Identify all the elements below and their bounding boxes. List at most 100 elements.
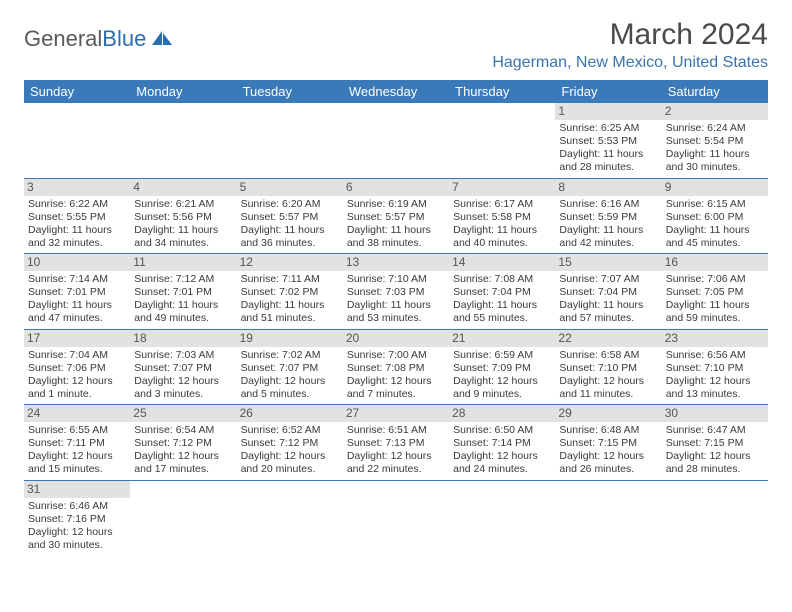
day-cell: 19Sunrise: 7:02 AMSunset: 7:07 PMDayligh… bbox=[237, 330, 343, 406]
day-info-line: Sunrise: 7:00 AM bbox=[347, 349, 445, 362]
day-of-week-header: Sunday Monday Tuesday Wednesday Thursday… bbox=[24, 80, 768, 103]
calendar-grid: Sunday Monday Tuesday Wednesday Thursday… bbox=[24, 80, 768, 555]
day-info-line: Sunset: 7:03 PM bbox=[347, 286, 445, 299]
day-cell: 6Sunrise: 6:19 AMSunset: 5:57 PMDaylight… bbox=[343, 179, 449, 255]
day-info-line: Sunset: 7:10 PM bbox=[666, 362, 764, 375]
day-info-line: Sunset: 7:06 PM bbox=[28, 362, 126, 375]
day-cell: 14Sunrise: 7:08 AMSunset: 7:04 PMDayligh… bbox=[449, 254, 555, 330]
day-cell: 2Sunrise: 6:24 AMSunset: 5:54 PMDaylight… bbox=[662, 103, 768, 179]
day-info-line: Sunrise: 7:04 AM bbox=[28, 349, 126, 362]
day-number: 3 bbox=[24, 179, 130, 196]
day-cell bbox=[130, 481, 236, 556]
day-info-line: and 49 minutes. bbox=[134, 312, 232, 325]
day-info-line: Sunrise: 6:47 AM bbox=[666, 424, 764, 437]
day-info-line: Daylight: 11 hours bbox=[666, 224, 764, 237]
day-info-line: and 13 minutes. bbox=[666, 388, 764, 401]
day-number: 13 bbox=[343, 254, 449, 271]
day-number: 31 bbox=[24, 481, 130, 498]
day-info-line: Sunrise: 6:15 AM bbox=[666, 198, 764, 211]
day-cell: 8Sunrise: 6:16 AMSunset: 5:59 PMDaylight… bbox=[555, 179, 661, 255]
day-cell: 23Sunrise: 6:56 AMSunset: 7:10 PMDayligh… bbox=[662, 330, 768, 406]
day-info-line: Sunrise: 6:54 AM bbox=[134, 424, 232, 437]
day-info-line: Sunrise: 7:02 AM bbox=[241, 349, 339, 362]
day-cell: 21Sunrise: 6:59 AMSunset: 7:09 PMDayligh… bbox=[449, 330, 555, 406]
day-cell: 29Sunrise: 6:48 AMSunset: 7:15 PMDayligh… bbox=[555, 405, 661, 481]
day-info-line: and 53 minutes. bbox=[347, 312, 445, 325]
day-info-line: Daylight: 12 hours bbox=[453, 375, 551, 388]
day-cell bbox=[343, 481, 449, 556]
day-info-line: Sunset: 7:02 PM bbox=[241, 286, 339, 299]
day-info-line: Daylight: 11 hours bbox=[559, 224, 657, 237]
day-info-line: and 40 minutes. bbox=[453, 237, 551, 250]
day-info-line: Sunset: 5:58 PM bbox=[453, 211, 551, 224]
day-cell: 31Sunrise: 6:46 AMSunset: 7:16 PMDayligh… bbox=[24, 481, 130, 556]
day-cell: 15Sunrise: 7:07 AMSunset: 7:04 PMDayligh… bbox=[555, 254, 661, 330]
day-number: 6 bbox=[343, 179, 449, 196]
day-info-line: Sunrise: 6:21 AM bbox=[134, 198, 232, 211]
dow-cell: Friday bbox=[555, 80, 661, 103]
day-info-line: Daylight: 12 hours bbox=[559, 375, 657, 388]
day-number: 28 bbox=[449, 405, 555, 422]
day-number: 10 bbox=[24, 254, 130, 271]
day-cell bbox=[237, 103, 343, 179]
day-info-line: Daylight: 12 hours bbox=[347, 375, 445, 388]
day-number: 7 bbox=[449, 179, 555, 196]
day-info-line: and 42 minutes. bbox=[559, 237, 657, 250]
day-info-line: Sunrise: 6:22 AM bbox=[28, 198, 126, 211]
day-info-line: Sunset: 7:05 PM bbox=[666, 286, 764, 299]
day-info-line: Sunset: 5:57 PM bbox=[347, 211, 445, 224]
day-number: 9 bbox=[662, 179, 768, 196]
day-info-line: Sunrise: 6:51 AM bbox=[347, 424, 445, 437]
day-info-line: Daylight: 12 hours bbox=[241, 450, 339, 463]
day-info-line: Sunset: 5:57 PM bbox=[241, 211, 339, 224]
day-info-line: Daylight: 11 hours bbox=[134, 224, 232, 237]
day-cell: 16Sunrise: 7:06 AMSunset: 7:05 PMDayligh… bbox=[662, 254, 768, 330]
day-info-line: and 15 minutes. bbox=[28, 463, 126, 476]
day-info-line: Daylight: 11 hours bbox=[666, 299, 764, 312]
day-info-line: Sunset: 7:13 PM bbox=[347, 437, 445, 450]
day-info-line: Sunset: 5:59 PM bbox=[559, 211, 657, 224]
day-cell: 20Sunrise: 7:00 AMSunset: 7:08 PMDayligh… bbox=[343, 330, 449, 406]
day-info-line: and 3 minutes. bbox=[134, 388, 232, 401]
day-info-line: Sunset: 7:09 PM bbox=[453, 362, 551, 375]
day-info-line: and 5 minutes. bbox=[241, 388, 339, 401]
day-cell: 27Sunrise: 6:51 AMSunset: 7:13 PMDayligh… bbox=[343, 405, 449, 481]
week-row: 1Sunrise: 6:25 AMSunset: 5:53 PMDaylight… bbox=[24, 103, 768, 179]
day-info-line: Sunset: 7:07 PM bbox=[134, 362, 232, 375]
day-info-line: Sunset: 7:04 PM bbox=[559, 286, 657, 299]
day-number: 24 bbox=[24, 405, 130, 422]
day-info-line: and 9 minutes. bbox=[453, 388, 551, 401]
day-info-line: Daylight: 11 hours bbox=[241, 299, 339, 312]
day-number: 2 bbox=[662, 103, 768, 120]
day-info-line: Daylight: 12 hours bbox=[134, 375, 232, 388]
day-info-line: Sunrise: 6:56 AM bbox=[666, 349, 764, 362]
day-info-line: Sunset: 7:04 PM bbox=[453, 286, 551, 299]
day-number: 19 bbox=[237, 330, 343, 347]
day-info-line: Sunrise: 7:03 AM bbox=[134, 349, 232, 362]
day-info-line: Sunrise: 6:19 AM bbox=[347, 198, 445, 211]
day-info-line: Sunset: 7:12 PM bbox=[134, 437, 232, 450]
day-info-line: Daylight: 11 hours bbox=[453, 224, 551, 237]
day-cell bbox=[24, 103, 130, 179]
day-number: 4 bbox=[130, 179, 236, 196]
day-cell: 28Sunrise: 6:50 AMSunset: 7:14 PMDayligh… bbox=[449, 405, 555, 481]
day-info-line: and 32 minutes. bbox=[28, 237, 126, 250]
day-info-line: and 36 minutes. bbox=[241, 237, 339, 250]
day-info-line: Daylight: 11 hours bbox=[134, 299, 232, 312]
day-info-line: Sunrise: 7:06 AM bbox=[666, 273, 764, 286]
day-info-line: Sunrise: 6:58 AM bbox=[559, 349, 657, 362]
day-cell bbox=[662, 481, 768, 556]
day-info-line: Sunrise: 6:17 AM bbox=[453, 198, 551, 211]
day-info-line: and 28 minutes. bbox=[666, 463, 764, 476]
dow-cell: Monday bbox=[130, 80, 236, 103]
day-info-line: Daylight: 12 hours bbox=[241, 375, 339, 388]
day-number: 26 bbox=[237, 405, 343, 422]
day-info-line: Sunset: 7:16 PM bbox=[28, 513, 126, 526]
day-cell bbox=[343, 103, 449, 179]
day-info-line: and 57 minutes. bbox=[559, 312, 657, 325]
day-info-line: Daylight: 11 hours bbox=[28, 299, 126, 312]
day-info-line: and 22 minutes. bbox=[347, 463, 445, 476]
day-cell bbox=[449, 481, 555, 556]
day-info-line: Sunrise: 7:07 AM bbox=[559, 273, 657, 286]
day-info-line: Daylight: 11 hours bbox=[241, 224, 339, 237]
